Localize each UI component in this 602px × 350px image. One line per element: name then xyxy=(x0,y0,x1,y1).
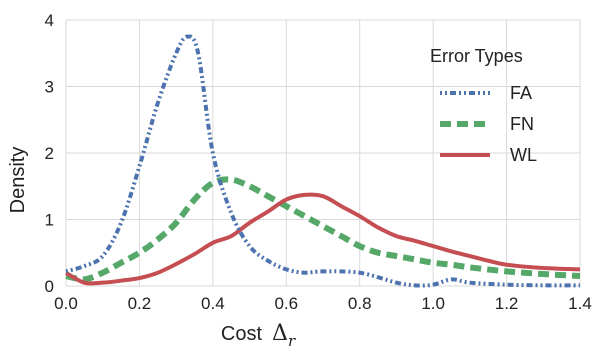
series-lines xyxy=(64,34,581,288)
x-tick-label: 0.4 xyxy=(201,294,225,313)
x-tick-label: 0.6 xyxy=(274,294,298,313)
x-tick-label: 1.4 xyxy=(568,294,592,313)
legend-label-fn: FN xyxy=(510,114,534,134)
x-axis-label-text: Cost xyxy=(221,323,263,345)
legend: Error Types FA FN WL xyxy=(430,46,537,165)
y-tick-label: 0 xyxy=(45,277,54,296)
x-tick-labels: 0.0 0.2 0.4 0.6 0.8 1.0 1.2 1.4 xyxy=(54,294,592,313)
legend-label-wl: WL xyxy=(510,145,537,165)
y-tick-label: 3 xyxy=(45,78,54,97)
series-line-wl xyxy=(64,192,581,286)
x-axis-label-subscript: r xyxy=(288,332,296,350)
x-tick-label: 1.2 xyxy=(495,294,519,313)
x-tick-label: 0.0 xyxy=(54,294,78,313)
grid xyxy=(65,19,581,287)
x-axis-label: Cost Δ r xyxy=(221,321,296,350)
x-axis-label-symbol: Δ xyxy=(272,321,288,346)
y-tick-label: 1 xyxy=(45,211,54,230)
legend-title: Error Types xyxy=(430,46,523,66)
series-line-fa xyxy=(65,34,581,288)
y-axis-label: Density xyxy=(7,147,29,214)
series-line-fn xyxy=(65,176,581,283)
x-tick-label: 0.2 xyxy=(128,294,152,313)
y-tick-labels: 0 1 2 3 4 xyxy=(45,11,54,296)
x-tick-label: 1.0 xyxy=(421,294,445,313)
x-tick-label: 0.8 xyxy=(348,294,372,313)
legend-label-fa: FA xyxy=(510,83,532,103)
y-tick-label: 2 xyxy=(45,144,54,163)
y-tick-label: 4 xyxy=(45,11,54,30)
